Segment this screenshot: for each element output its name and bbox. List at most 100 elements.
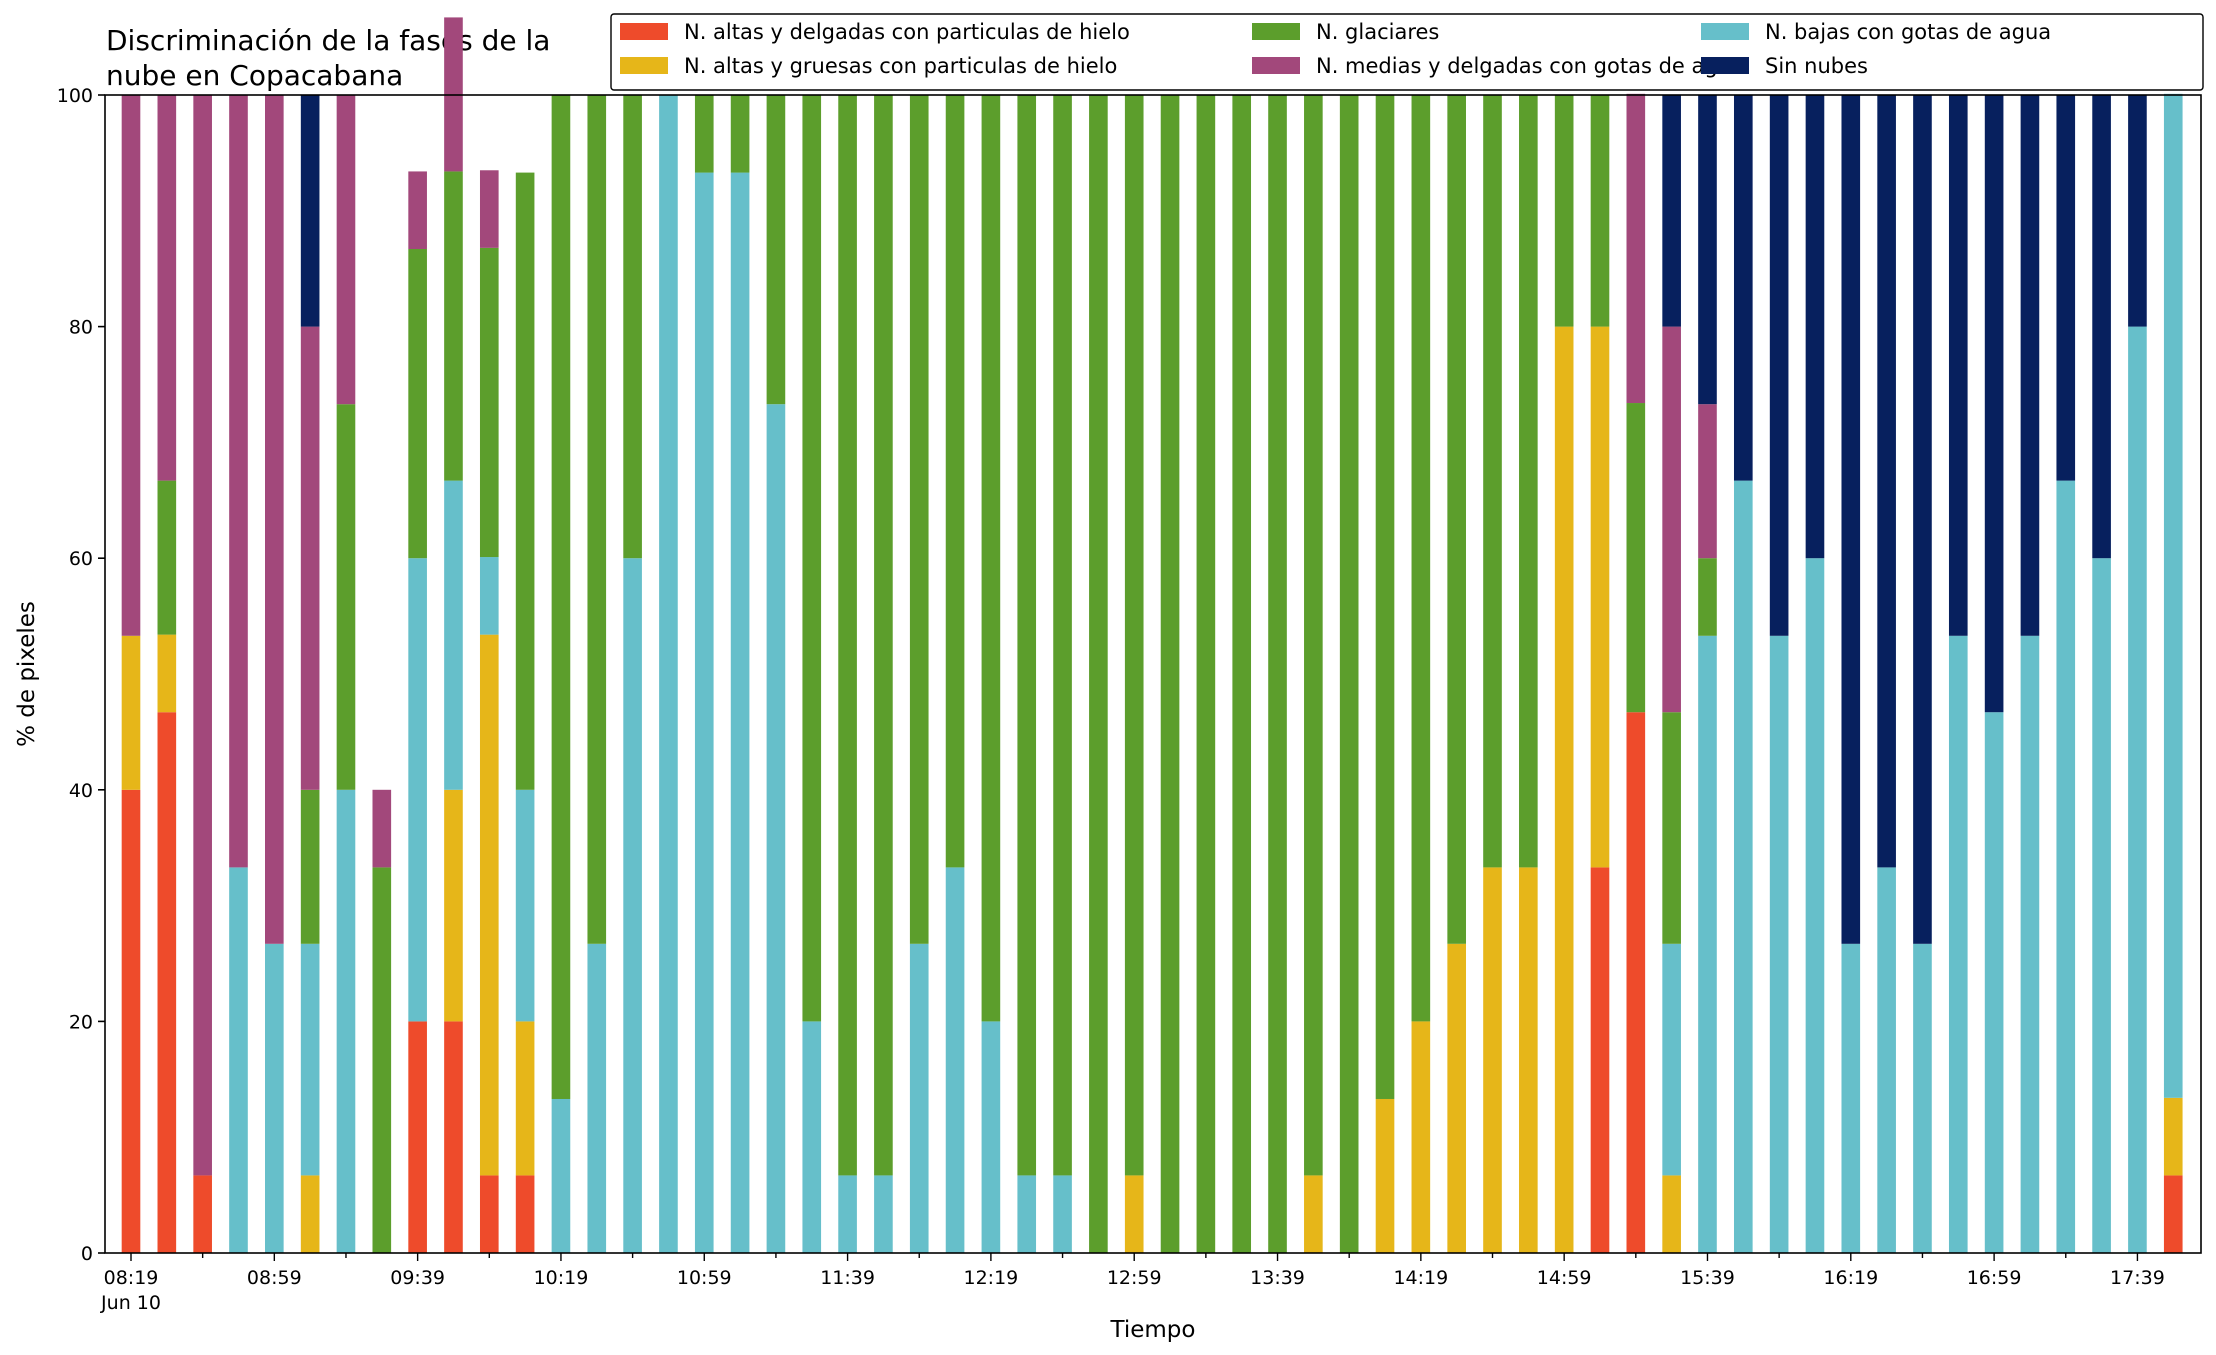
bar-segment xyxy=(157,95,177,481)
bar-segment xyxy=(802,95,822,1022)
bar-segment xyxy=(1483,95,1502,868)
bar-segment xyxy=(945,95,965,868)
bar-segment xyxy=(1662,712,1681,944)
bar-segment xyxy=(2020,635,2040,1253)
x-tick-label: 14:59 xyxy=(1537,1267,1592,1289)
bar-segment xyxy=(1626,712,1646,1253)
bar-segment xyxy=(1124,95,1144,1176)
bar-segment xyxy=(1733,95,1753,481)
bar-segment xyxy=(1017,95,1037,1176)
bar-segment xyxy=(193,1175,212,1253)
bar-segment xyxy=(1124,1175,1144,1253)
bar-segment xyxy=(1698,95,1717,405)
x-axis: 08:19 08:59 09:39 10:19 10:59 11:39 12:19 12:59… xyxy=(100,1253,2165,1314)
bar-segment xyxy=(336,789,356,1253)
bar-segment xyxy=(694,95,714,173)
bar-segment xyxy=(730,95,750,173)
bar-segment xyxy=(265,943,284,1253)
bar-segment xyxy=(2020,95,2040,636)
bar-segment xyxy=(1089,95,1108,1253)
legend-label: N. glaciares xyxy=(1316,20,1439,44)
bar-segment xyxy=(1232,95,1252,1253)
bar-segment xyxy=(515,1021,535,1176)
bar-segment xyxy=(1554,326,1574,1254)
bar-segment xyxy=(2163,93,2183,1098)
bar-segment xyxy=(1698,404,1717,559)
legend-box xyxy=(610,13,2204,91)
bar-segment xyxy=(659,95,678,1253)
bar-segment xyxy=(157,712,177,1253)
bar-segment xyxy=(1590,95,1610,327)
bar-segment xyxy=(1698,635,1717,1253)
bar-segment xyxy=(981,95,1001,1022)
bar-segment xyxy=(1984,95,2004,713)
bar-segment xyxy=(444,480,463,790)
bar-segment xyxy=(515,172,535,790)
x-tick-label: 14:19 xyxy=(1393,1267,1448,1289)
bar-segment xyxy=(1017,1175,1037,1253)
bar-segment xyxy=(1662,943,1681,1176)
x-tick-label: 16:59 xyxy=(1967,1267,2022,1289)
legend-item: N. altas y gruesas con particulas de hie… xyxy=(620,54,1117,78)
legend-item: N. altas y delgadas con particulas de hi… xyxy=(620,20,1130,44)
bar-segment xyxy=(2092,558,2111,1253)
bar-segment xyxy=(1841,95,1861,944)
bar-segment xyxy=(2128,326,2147,1254)
bar-segment xyxy=(730,172,750,1254)
bar-segment xyxy=(1662,326,1681,713)
bar-segment xyxy=(1053,95,1072,1176)
bar-segment xyxy=(300,943,320,1176)
y-axis-title: % de pixeles xyxy=(14,601,40,747)
bar-segment xyxy=(372,789,392,868)
bar-segment xyxy=(1948,95,1968,636)
bar-segment xyxy=(265,95,284,944)
bar-segment xyxy=(1483,867,1502,1253)
bar-segment xyxy=(444,1021,463,1253)
chart-title: Discriminación de la fases de la nube en … xyxy=(106,24,550,92)
bar-segment xyxy=(1196,95,1216,1253)
bar-segment xyxy=(157,634,177,713)
bar-segment xyxy=(1698,558,1717,636)
bar-segment xyxy=(1626,403,1646,713)
legend-label: N. altas y delgadas con particulas de hi… xyxy=(684,20,1130,44)
y-tick-label: 40 xyxy=(69,780,93,802)
x-axis-title: Tiempo xyxy=(1110,1317,1196,1343)
x-date-label: Jun 10 xyxy=(100,1292,161,1314)
legend-label: Sin nubes xyxy=(1765,54,1868,78)
legend-item: N. bajas con gotas de agua xyxy=(1701,20,2051,44)
legend-swatch xyxy=(1701,23,1749,40)
bar-segment xyxy=(838,95,857,1176)
x-tick-label: 13:39 xyxy=(1250,1267,1305,1289)
bar-segment xyxy=(1447,943,1466,1253)
bar-segment xyxy=(1877,867,1896,1253)
bar-segment xyxy=(1662,95,1681,327)
x-tick-label: 08:59 xyxy=(247,1267,302,1289)
y-tick-label: 20 xyxy=(69,1011,93,1033)
bar-segment xyxy=(587,95,607,944)
legend: N. altas y delgadas con particulas de hi… xyxy=(610,13,2204,91)
x-tick-label: 09:39 xyxy=(390,1267,445,1289)
bar-segment xyxy=(408,249,427,559)
bar-segment xyxy=(1769,95,1789,636)
bar-segment xyxy=(479,1175,499,1253)
bar-segment xyxy=(2056,480,2076,1253)
bar-segment xyxy=(623,95,642,559)
bar-segment xyxy=(1984,712,2004,1253)
bar-segment xyxy=(372,867,392,1253)
bars-group xyxy=(121,17,2183,1254)
bar-segment xyxy=(1268,95,1287,1253)
bar-segment xyxy=(1304,1175,1323,1253)
bar-segment xyxy=(515,789,535,1022)
bar-segment xyxy=(1913,95,1932,944)
chart-title-line: Discriminación de la fases de la xyxy=(106,24,550,57)
bar-segment xyxy=(838,1175,857,1253)
bar-segment xyxy=(1411,95,1431,1022)
bar-segment xyxy=(229,867,248,1253)
bar-segment xyxy=(1519,95,1538,868)
bar-segment xyxy=(479,247,499,558)
bar-segment xyxy=(1590,867,1610,1253)
x-tick-label: 12:59 xyxy=(1107,1267,1162,1289)
bar-segment xyxy=(587,943,607,1253)
legend-swatch xyxy=(1252,57,1300,74)
x-tick-label: 17:39 xyxy=(2110,1267,2165,1289)
